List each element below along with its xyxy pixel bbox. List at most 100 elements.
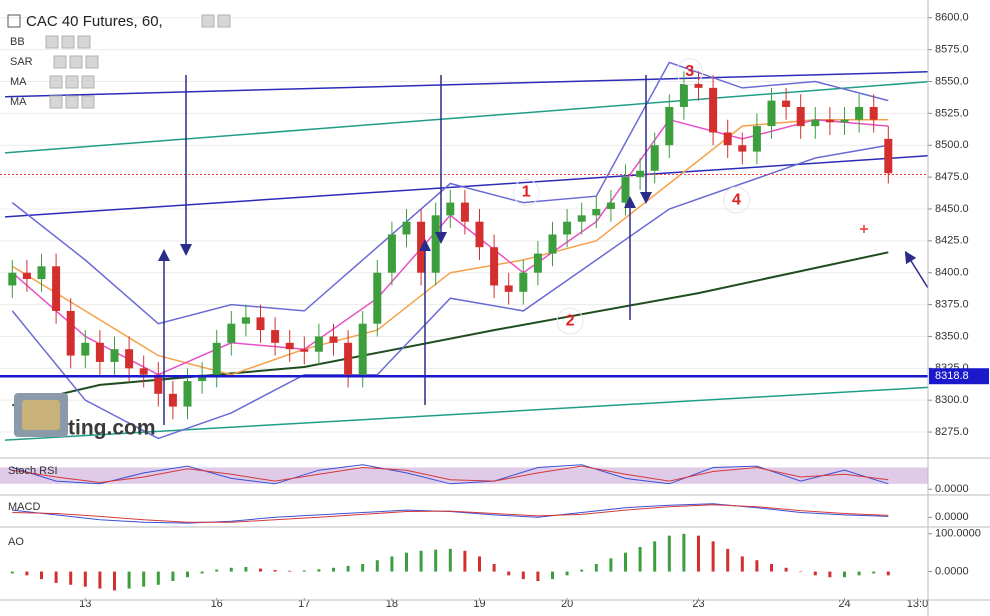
candle-body [621, 177, 630, 203]
histogram-bar [799, 571, 803, 573]
histogram-bar [872, 571, 876, 574]
y-tick-label: 8300.0 [935, 394, 969, 406]
candle-body [563, 221, 572, 235]
candle-body [475, 221, 484, 248]
histogram-bar [536, 571, 540, 581]
x-tick-label: 16 [211, 598, 223, 610]
histogram-bar [843, 571, 846, 578]
symbol-title: CAC 40 Futures, 60, [26, 13, 163, 30]
candle-body [52, 266, 61, 311]
candle-body [168, 393, 177, 407]
x-tick-label: 20 [561, 598, 573, 610]
y-tick-label: 0.0000 [935, 565, 969, 577]
candle-body [752, 126, 761, 152]
candle-body [8, 272, 17, 286]
annotation-ring [722, 186, 750, 214]
histogram-bar [755, 560, 759, 572]
trendline [4, 386, 928, 441]
candle-body [723, 132, 732, 146]
price-label-box [929, 368, 989, 385]
histogram-bar [302, 570, 306, 572]
overlay-line [11, 118, 889, 376]
candle-body [285, 342, 294, 350]
histogram-bar [857, 571, 861, 576]
histogram-bar [346, 565, 350, 572]
histogram-bar [200, 571, 204, 574]
arrows [158, 75, 929, 425]
candle-body [431, 215, 440, 273]
candle-body [446, 202, 455, 216]
histogram-bar [711, 541, 715, 572]
y-tick-label: 8600.0 [935, 12, 969, 24]
y-tick-label: 8375.0 [935, 298, 969, 310]
histogram-bar [127, 571, 131, 589]
histogram-bar [624, 552, 627, 572]
candle-body [300, 349, 309, 352]
histogram-bar [463, 550, 467, 572]
y-tick-label: 8500.0 [935, 139, 969, 151]
candle-body [22, 272, 31, 280]
candle-body [256, 317, 265, 331]
histogram-bar [375, 560, 379, 572]
histogram-bar [726, 548, 730, 572]
candle-body [884, 138, 893, 174]
candle-body [606, 202, 615, 209]
candle-body [767, 100, 776, 127]
candle-body [110, 349, 119, 362]
candle-body [738, 145, 747, 152]
candle-body [855, 106, 864, 120]
candle-body [796, 106, 805, 127]
indicator-line [12, 504, 889, 523]
candle-body [650, 145, 659, 171]
candle-body [358, 323, 367, 375]
indicator-label: SAR [10, 56, 33, 68]
candle-body [183, 381, 192, 407]
overlay-line [12, 251, 889, 407]
candle-body [402, 221, 411, 235]
y-tick-label: 8475.0 [935, 171, 969, 183]
indicator-line [12, 464, 889, 485]
annotation: 1 [522, 184, 531, 201]
histogram-bar [770, 564, 773, 572]
y-tick-label: 8275.0 [935, 426, 969, 438]
candle-body [840, 119, 849, 123]
candle-body [577, 215, 586, 222]
histogram-bar [419, 550, 423, 572]
candle-body [504, 285, 513, 292]
candle-body [694, 84, 703, 88]
pane-title: MACD [8, 501, 40, 513]
y-tick-label: 100.0000 [935, 528, 981, 540]
candle-body [125, 349, 134, 369]
histogram-bar [886, 571, 890, 576]
annotation: 3 [685, 63, 694, 80]
y-tick-label: 8425.0 [935, 235, 969, 247]
y-tick-label: 8525.0 [935, 107, 969, 119]
histogram-bar [594, 564, 598, 572]
histogram-bar [784, 567, 788, 572]
y-tick-label: 8450.0 [935, 203, 969, 215]
candle-body [387, 234, 396, 273]
histogram-bar [215, 569, 219, 572]
candle-body [37, 266, 46, 280]
x-tick-label: 23 [692, 598, 704, 610]
candle-body [592, 208, 601, 216]
pane-title: Stoch RSI [8, 465, 58, 477]
histogram-bar [259, 568, 262, 572]
x-tick-label: 19 [473, 598, 485, 610]
candle-body [198, 374, 207, 382]
candle-body [314, 336, 323, 352]
annotation-ring [556, 307, 584, 335]
overlay-line [11, 144, 889, 440]
watermark: ting.com [14, 393, 156, 440]
x-tick-label: 18 [386, 598, 398, 610]
histogram-bar [40, 571, 43, 580]
y-tick-label: 8550.0 [935, 75, 969, 87]
price-label: 8318.8 [935, 370, 969, 382]
candle-body [825, 119, 834, 123]
candle-body [533, 253, 542, 273]
x-tick-label: 13:0 [907, 598, 928, 610]
trendline [4, 71, 928, 98]
candle-body [636, 170, 645, 178]
histogram-bar [273, 570, 277, 572]
